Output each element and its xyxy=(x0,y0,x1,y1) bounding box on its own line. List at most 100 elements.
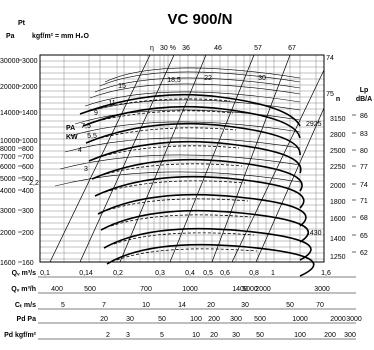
fan-curve-dashed xyxy=(92,110,234,123)
bottom-axis-tick-label: 50 xyxy=(286,302,294,309)
bottom-axis-tick-label: 0,4 xyxy=(185,270,195,277)
power-value-label: 2,2 xyxy=(29,180,39,187)
power-value-label: 5,5 xyxy=(87,133,97,140)
power-label-pa: PA xyxy=(66,125,75,132)
bottom-axis-tick-label: 30 xyxy=(241,302,249,309)
lp-tick-label: 65 xyxy=(360,233,368,240)
power-value-label: 9 xyxy=(94,110,98,117)
fan-curve xyxy=(103,227,312,261)
efficiency-label: 46 xyxy=(214,45,222,52)
rpm-tick-label: 1800 xyxy=(330,199,346,206)
bottom-axis-tick-label: 5 xyxy=(160,332,164,339)
lp-tick-label: 71 xyxy=(360,198,368,205)
power-label-kw: KW xyxy=(66,134,78,141)
kgf-tick-label: 500 xyxy=(22,176,34,183)
power-value-label: 11 xyxy=(108,100,115,107)
rpm-tick-label: 1430 xyxy=(306,230,322,237)
bottom-axis-label: Qᵥ m³/s xyxy=(12,270,36,277)
fan-curve-dashed xyxy=(95,127,237,140)
power-curves xyxy=(54,67,301,187)
efficiency-line xyxy=(79,54,175,263)
bottom-axis-tick-label: 1400 xyxy=(232,286,248,293)
power-curve xyxy=(64,137,301,153)
efficiency-line xyxy=(231,69,325,263)
rpm-tick-label: 2250 xyxy=(330,164,346,171)
efficiency-lines xyxy=(49,54,325,263)
bottom-axis-tick-label: 2000 xyxy=(255,286,271,293)
bottom-axis-tick-label: 300 xyxy=(230,316,242,323)
lp-axis-label: Lp xyxy=(360,87,369,94)
pa-tick-label: 30000 xyxy=(0,58,20,65)
efficiency-label: 75 xyxy=(326,91,334,98)
bottom-axis-tick-label: 200 xyxy=(208,316,220,323)
fan-curve-dashed xyxy=(113,232,255,245)
rpm-tick-label: 2925 xyxy=(306,121,322,128)
rpm-tick-label: 2500 xyxy=(330,148,346,155)
bottom-axis-tick-label: 0,5 xyxy=(203,270,213,277)
bottom-axis-tick-label: 100 xyxy=(190,316,202,323)
efficiency-label: 67 xyxy=(288,45,296,52)
bottom-axis-tick-label: 5 xyxy=(61,302,65,309)
bottom-axis-tick-label: 30 xyxy=(126,316,134,323)
power-value-label: 22 xyxy=(204,75,212,82)
efficiency-line xyxy=(49,54,151,263)
fan-curve xyxy=(100,209,310,243)
kgf-tick-label: 1000 xyxy=(22,138,38,145)
lp-tick-label: 77 xyxy=(360,164,368,171)
bottom-axis-tick-label: 70 xyxy=(316,302,324,309)
lp-tick-label: 86 xyxy=(360,113,368,120)
efficiency-line xyxy=(169,54,255,263)
fan-curve xyxy=(88,140,302,174)
power-value-label: 7,5 xyxy=(81,123,91,130)
pa-tick-label: 7000 xyxy=(0,154,16,161)
fan-curve xyxy=(97,193,307,227)
efficiency-label: 36 xyxy=(182,45,190,52)
pa-tick-label: 6000 xyxy=(0,164,16,171)
fan-curve xyxy=(85,122,301,156)
efficiency-line xyxy=(255,107,325,263)
lp-tick-label: 68 xyxy=(360,215,368,222)
kgf-tick-label: 160 xyxy=(22,260,34,267)
lp-tick-label: 80 xyxy=(360,148,368,155)
kgf-tick-label: 600 xyxy=(22,164,34,171)
bottom-axis-tick-label: 5000 xyxy=(242,286,258,293)
bottom-axis-label: Cₜ m/s xyxy=(15,302,36,309)
bottom-axis-tick-label: 1000 xyxy=(292,316,308,323)
pa-tick-label: 4000 xyxy=(0,188,16,195)
bottom-axis-tick-label: 0,1 xyxy=(40,270,50,277)
bottom-axis-tick-label: 200 xyxy=(324,332,336,339)
power-value-label: 4 xyxy=(78,147,82,154)
bottom-axis-label: Pd Pa xyxy=(17,316,37,323)
bottom-axis-tick-label: 20 xyxy=(100,316,108,323)
bottom-axis-tick-label: 300 xyxy=(344,332,356,339)
fan-curve-dashed xyxy=(98,145,240,158)
bottom-axis-tick-label: 1000 xyxy=(182,286,198,293)
bottom-axis-tick-label: 10 xyxy=(142,302,150,309)
bottom-axis-tick-label: 2000 xyxy=(330,316,346,323)
fan-curve xyxy=(79,93,301,127)
power-curve xyxy=(99,71,301,87)
chart-title: VC 900/N xyxy=(167,11,232,28)
rpm-tick-label: 1400 xyxy=(330,236,346,243)
bottom-axis-tick-label: 30 xyxy=(232,332,240,339)
rpm-tick-label: 2800 xyxy=(330,132,346,139)
fan-curve-dashed xyxy=(89,98,231,111)
pa-tick-label: 3000 xyxy=(0,208,16,215)
pa-tick-label: 2000 xyxy=(0,230,16,237)
left-axis-label-kgf: kgf/m² = mm H₂O xyxy=(32,33,90,40)
efficiency-symbol: η xyxy=(150,45,154,52)
bottom-axis-tick-label: 20 xyxy=(210,332,218,339)
rpm-tick-label: 3150 xyxy=(330,116,346,123)
bottom-axis-label: Pd kgf/m² xyxy=(4,332,37,339)
bottom-axis-tick-label: 100 xyxy=(294,332,306,339)
rpm-tick-label: 1600 xyxy=(330,216,346,223)
kgf-tick-label: 300 xyxy=(22,208,34,215)
fan-curve-dashed xyxy=(104,180,246,193)
kgf-tick-label: 1400 xyxy=(22,110,38,117)
bottom-axis-label: Qᵥ m³/h xyxy=(11,286,36,293)
efficiency-label: 57 xyxy=(254,45,262,52)
power-curve xyxy=(74,109,301,125)
bottom-axis-tick-label: 3000 xyxy=(346,316,362,323)
bottom-axis-tick-label: 500 xyxy=(254,316,266,323)
